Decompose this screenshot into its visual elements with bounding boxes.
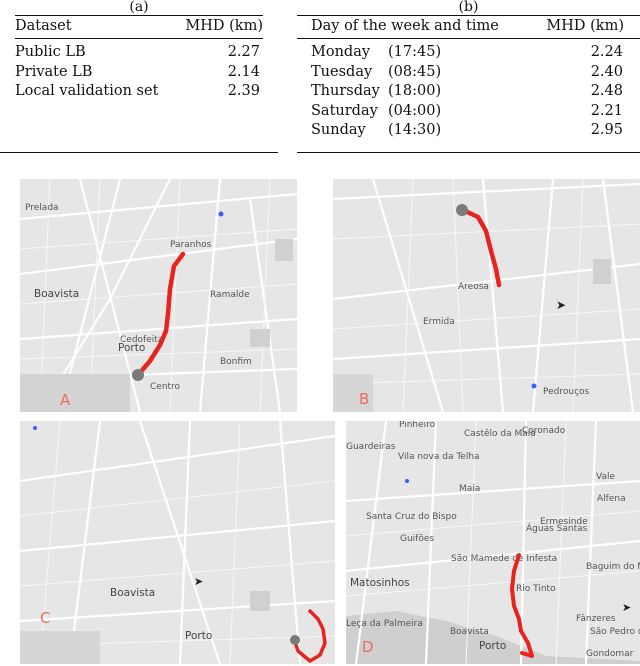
table-row: Thursday (18:00) 2.48 (311, 83, 623, 99)
table-b-header-day: Day of the week and time (311, 18, 499, 35)
svg-text:Guifões: Guifões (400, 534, 434, 544)
svg-text:Pinheiro: Pinheiro (399, 421, 436, 430)
map-b-label: B (359, 390, 370, 408)
svg-text:Pedrouços: Pedrouços (543, 387, 590, 397)
map-c-label: C (40, 609, 51, 627)
svg-text:Baguim do Monte: Baguim do Monte (586, 562, 640, 572)
svg-text:Ramalde: Ramalde (210, 290, 250, 300)
svg-text:Cedofeita: Cedofeita (120, 335, 163, 345)
svg-text:Paranhos: Paranhos (170, 240, 212, 250)
svg-text:São Mamede de Infesta: São Mamede de Infesta (451, 554, 557, 564)
svg-text:Centro: Centro (150, 382, 181, 392)
svg-text:Rio Tinto: Rio Tinto (516, 584, 556, 594)
map-c-place-porto: Porto (185, 630, 212, 642)
svg-text:Boavista: Boavista (450, 627, 489, 637)
table-b-header-mhd: MHD (km) (546, 18, 624, 35)
svg-text:Castêlo da Maia: Castêlo da Maia (464, 428, 536, 439)
svg-text:Matosinhos: Matosinhos (350, 577, 410, 589)
table-b-caption: (b) (458, 0, 479, 15)
map-a-place-porto: Porto (118, 342, 145, 354)
svg-text:Ermesinde: Ermesinde (540, 517, 588, 527)
svg-text:Fânzeres: Fânzeres (576, 614, 616, 624)
table-row: Public LB 2.27 (15, 44, 260, 60)
map-d: Pinheiro Castêlo da Maia Coronado Vila n… (346, 421, 640, 664)
table-row: Local validation set 2.39 (15, 83, 260, 99)
map-c: Boavista Porto ➤ C (20, 421, 335, 664)
map-a-label: A (60, 391, 71, 409)
table-row: Tuesday (08:45) 2.40 (311, 63, 623, 80)
svg-text:Alfena: Alfena (597, 494, 626, 504)
svg-text:Santa Cruz do Bispo: Santa Cruz do Bispo (366, 512, 457, 522)
table-a-header-dataset: Dataset (15, 18, 72, 35)
svg-text:Prelada: Prelada (25, 203, 59, 213)
svg-text:➤: ➤ (556, 298, 566, 312)
svg-text:São Pedro da Cova: São Pedro da Cova (590, 627, 640, 637)
svg-text:Coronado: Coronado (522, 426, 566, 436)
table-a-header-mhd: MHD (km) (185, 18, 263, 35)
svg-text:Bonfim: Bonfim (220, 357, 252, 367)
svg-text:Maia: Maia (459, 484, 480, 494)
map-d-label: D (362, 638, 374, 656)
table-row: Monday (17:45) 2.24 (311, 44, 623, 60)
svg-text:Porto: Porto (479, 640, 506, 652)
map-a: Prelada Paranhos Cedofeita Ramalde Centr… (20, 179, 297, 412)
svg-text:Vale: Vale (596, 472, 615, 482)
map-b: Areosa Ermida Pedrouços ➤ B (333, 179, 640, 412)
svg-text:➤: ➤ (622, 601, 631, 614)
map-c-place-boavista: Boavista (110, 587, 155, 599)
svg-text:➤: ➤ (194, 575, 203, 588)
svg-text:Vila nova da Telha: Vila nova da Telha (398, 452, 480, 462)
svg-text:Leça da Palmeira: Leça da Palmeira (346, 619, 423, 629)
table-row: Saturday (04:00) 2.21 (311, 102, 623, 119)
table-b: (b) Day of the week and time MHD (km) Mo… (297, 0, 640, 141)
table-row: Sunday (14:30) 2.95 (311, 122, 623, 138)
svg-text:Ermida: Ermida (423, 317, 455, 327)
table-a-caption: (a) (129, 0, 149, 15)
table-row: Private LB 2.14 (15, 63, 260, 80)
table-a: (a) Dataset MHD (km) Public LB 2.27 Priv… (15, 0, 263, 102)
map-a-place-boavista: Boavista (34, 288, 79, 300)
svg-text:Águas Santas: Águas Santas (526, 522, 588, 534)
svg-text:Areosa: Areosa (458, 282, 489, 292)
svg-text:Gondomar: Gondomar (586, 649, 634, 659)
svg-text:Guardeiras: Guardeiras (346, 442, 396, 452)
